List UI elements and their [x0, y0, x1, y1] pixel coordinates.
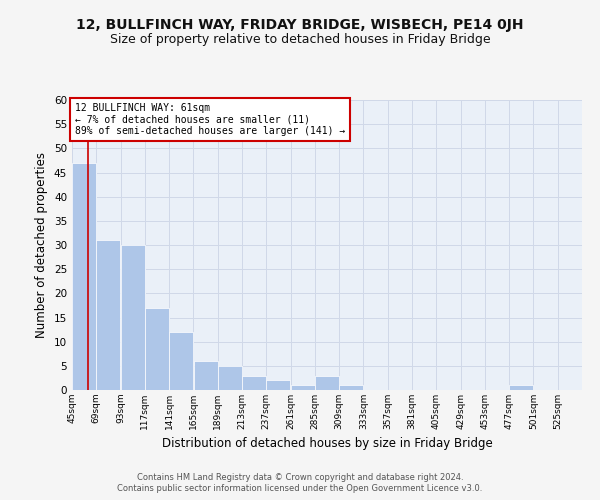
Bar: [72, 163, 96, 390]
Bar: [194, 361, 218, 390]
Bar: [242, 376, 266, 390]
Text: 12, BULLFINCH WAY, FRIDAY BRIDGE, WISBECH, PE14 0JH: 12, BULLFINCH WAY, FRIDAY BRIDGE, WISBEC…: [76, 18, 524, 32]
Bar: [145, 308, 169, 390]
Bar: [121, 245, 145, 390]
Text: Contains public sector information licensed under the Open Government Licence v3: Contains public sector information licen…: [118, 484, 482, 493]
Text: Size of property relative to detached houses in Friday Bridge: Size of property relative to detached ho…: [110, 32, 490, 46]
Bar: [509, 385, 533, 390]
X-axis label: Distribution of detached houses by size in Friday Bridge: Distribution of detached houses by size …: [161, 438, 493, 450]
Bar: [291, 385, 315, 390]
Bar: [339, 385, 363, 390]
Text: 12 BULLFINCH WAY: 61sqm
← 7% of detached houses are smaller (11)
89% of semi-det: 12 BULLFINCH WAY: 61sqm ← 7% of detached…: [74, 103, 345, 136]
Text: Contains HM Land Registry data © Crown copyright and database right 2024.: Contains HM Land Registry data © Crown c…: [137, 472, 463, 482]
Bar: [266, 380, 290, 390]
Bar: [97, 240, 121, 390]
Bar: [315, 376, 339, 390]
Bar: [169, 332, 193, 390]
Y-axis label: Number of detached properties: Number of detached properties: [35, 152, 49, 338]
Bar: [218, 366, 242, 390]
